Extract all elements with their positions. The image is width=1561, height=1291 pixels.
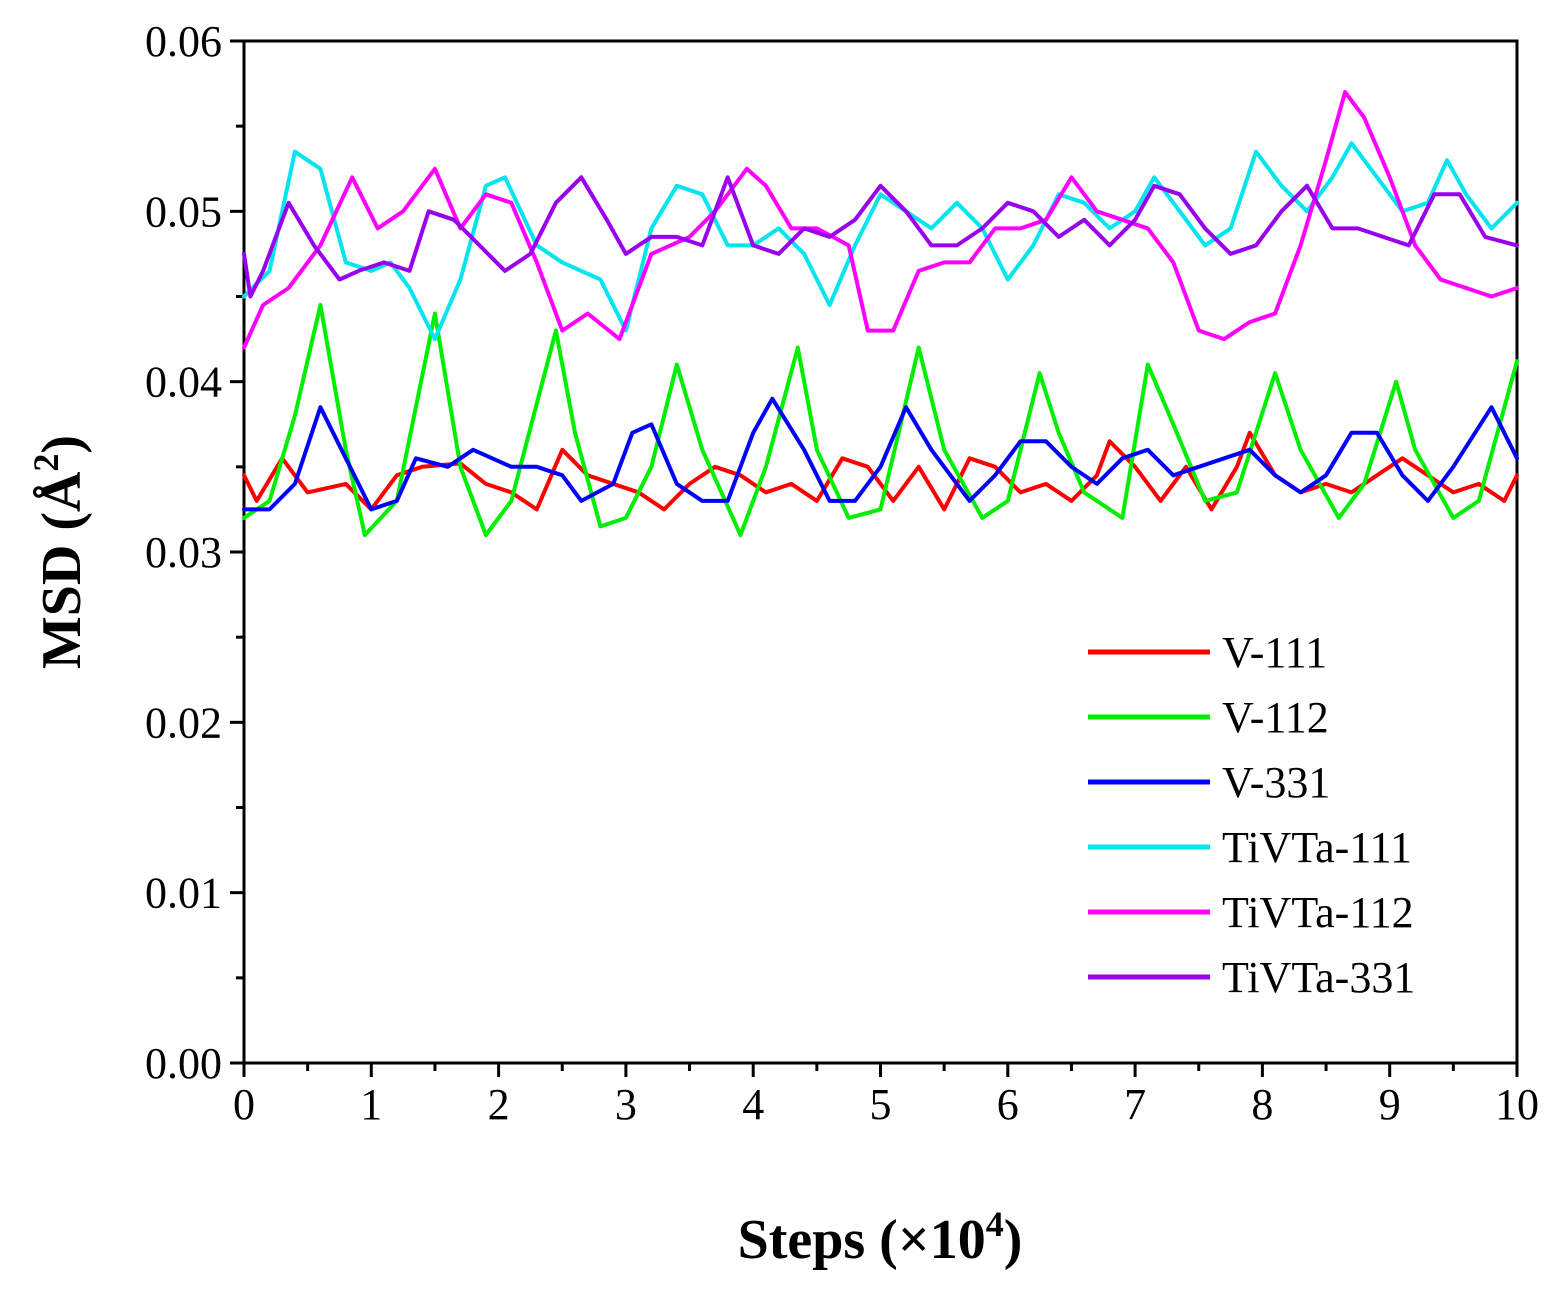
legend-label-v-331: V-331: [1222, 758, 1330, 807]
x-axis-title: Steps (×104): [738, 1204, 1023, 1271]
x-tick-label: 2: [488, 1080, 510, 1129]
y-axis-title-superscript: 2: [26, 454, 66, 472]
x-axis-title-superscript: 4: [986, 1204, 1004, 1244]
series-line-tivta-112: [242, 90, 1519, 350]
x-tick-label: 10: [1495, 1080, 1539, 1129]
y-tick-label: 0.06: [145, 17, 222, 66]
series-lines: [242, 90, 1519, 537]
series-line-v-111: [242, 430, 1519, 512]
x-tick-label: 6: [997, 1080, 1019, 1129]
legend: V-111 V-112 V-331 TiVTa-111 TiVTa-112 TiVTa-3…: [1088, 628, 1415, 1002]
series-line-tivta-331: [242, 175, 1519, 299]
legend-label-v-111: V-111: [1222, 628, 1327, 677]
legend-label-tivta-111: TiVTa-111: [1222, 823, 1412, 872]
x-tick-label: 4: [742, 1080, 764, 1129]
x-tick-label: 0: [233, 1080, 255, 1129]
y-tick-label: 0.02: [145, 698, 222, 747]
axis-ticks: 0 1 2 3 4 5 6 7 8 9 10 0.00 0.01 0.02 0.03 0.04 0.05 0.06: [145, 17, 1539, 1129]
x-tick-label: 9: [1379, 1080, 1401, 1129]
y-tick-label: 0.01: [145, 869, 222, 918]
x-tick-label: 1: [360, 1080, 382, 1129]
x-tick-label: 8: [1251, 1080, 1273, 1129]
legend-label-tivta-331: TiVTa-331: [1222, 953, 1415, 1002]
legend-label-tivta-112: TiVTa-112: [1222, 888, 1414, 937]
y-tick-label: 0.04: [145, 358, 222, 407]
legend-label-v-112: V-112: [1222, 693, 1329, 742]
y-tick-label: 0.05: [145, 187, 222, 236]
y-tick-label: 0.00: [145, 1039, 222, 1088]
x-tick-label: 7: [1124, 1080, 1146, 1129]
series-line-tivta-111: [242, 141, 1519, 342]
x-tick-label: 5: [870, 1080, 892, 1129]
y-tick-label: 0.03: [145, 528, 222, 577]
series-line-v-331: [242, 396, 1519, 512]
x-tick-label: 3: [615, 1080, 637, 1129]
y-axis-title: MSD (Å2): [26, 435, 93, 669]
series-line-v-112: [242, 303, 1519, 537]
